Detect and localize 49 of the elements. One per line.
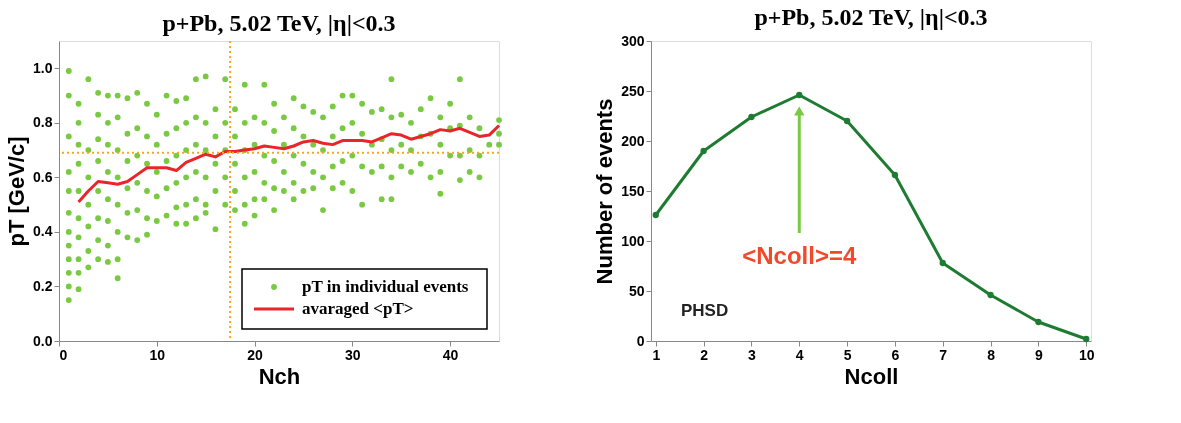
y-tick-label: 0.0 <box>33 332 53 349</box>
x-tick-label: 6 <box>891 346 900 363</box>
y-tick-label: 0.2 <box>33 277 53 294</box>
x-axis-title: Ncoll <box>844 363 899 389</box>
x-tick-label: 10 <box>149 346 166 363</box>
point <box>1083 335 1090 343</box>
annotation: PHSD <box>681 301 729 320</box>
point <box>939 259 946 267</box>
x-tick-label: 20 <box>247 346 264 363</box>
y-tick-label: 100 <box>621 232 645 249</box>
point <box>652 211 659 219</box>
legend-label: pT in individual events <box>302 277 469 296</box>
annotation: <Ncoll>=4 <box>742 242 857 269</box>
chart-title: p+Pb, 5.02 TeV, |η|<0.3 <box>754 4 988 30</box>
x-tick-label: 8 <box>987 346 996 363</box>
x-axis-title: Nch <box>258 363 301 389</box>
point <box>796 91 803 99</box>
y-tick-label: 0.8 <box>33 114 53 131</box>
y-tick-label: 150 <box>621 182 645 199</box>
chart-title: p+Pb, 5.02 TeV, |η|<0.3 <box>162 10 396 36</box>
x-tick-label: 5 <box>843 346 852 363</box>
y-tick-label: 1.0 <box>33 59 53 76</box>
x-tick-label: 9 <box>1034 346 1043 363</box>
y-tick-label: 0 <box>636 332 645 349</box>
y-axis-title: Number of events <box>592 98 618 285</box>
x-tick-label: 3 <box>748 346 757 363</box>
point <box>748 113 755 121</box>
y-axis-title: pT [GeV/c] <box>4 136 30 247</box>
y-tick-label: 50 <box>628 282 645 299</box>
x-tick-label: 2 <box>700 346 709 363</box>
line-series <box>77 124 501 204</box>
point <box>700 147 707 155</box>
point <box>987 291 994 299</box>
point <box>891 171 899 179</box>
x-tick-label: 10 <box>1078 346 1095 363</box>
y-tick-label: 200 <box>621 132 645 149</box>
x-tick-label: 30 <box>345 346 361 363</box>
point <box>1035 318 1042 326</box>
x-tick-label: 4 <box>795 346 804 363</box>
x-tick-label: 40 <box>442 346 459 363</box>
y-tick-label: 300 <box>621 32 645 49</box>
point <box>843 117 851 125</box>
x-tick-label: 7 <box>939 346 948 363</box>
y-tick-label: 0.4 <box>33 223 53 240</box>
legend-label: avaraged <pT> <box>302 299 414 318</box>
y-tick-label: 250 <box>621 82 645 99</box>
x-tick-label: 0 <box>59 346 68 363</box>
x-tick-label: 1 <box>652 346 661 363</box>
y-tick-label: 0.6 <box>33 168 53 185</box>
